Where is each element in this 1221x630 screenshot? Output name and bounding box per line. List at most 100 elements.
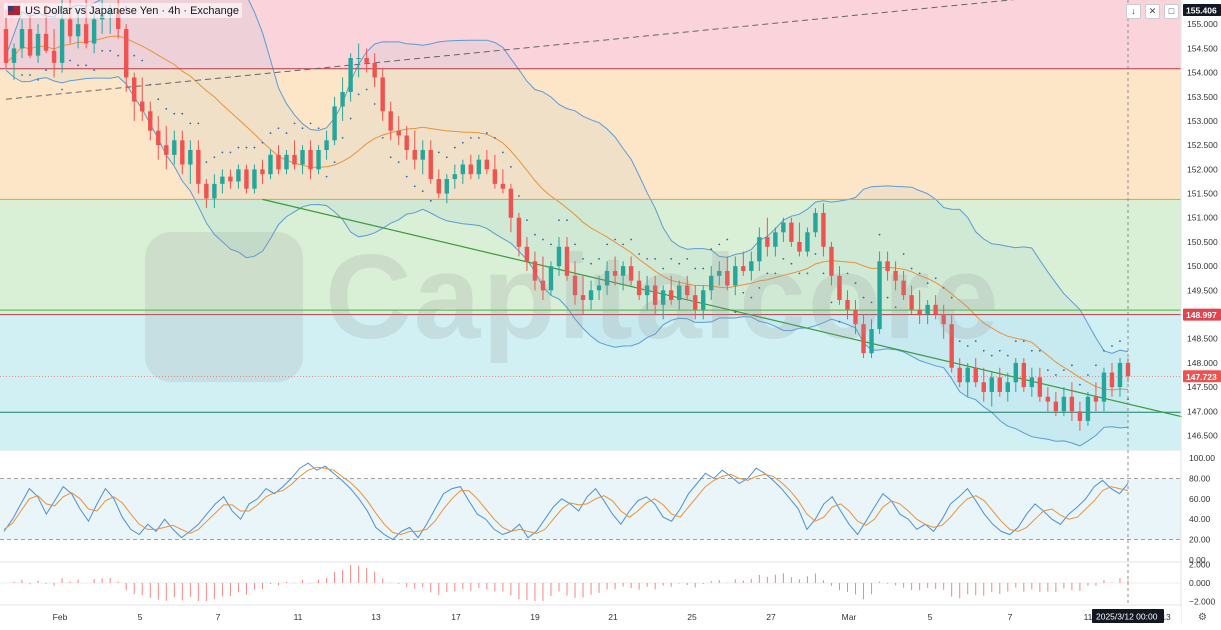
sar-dot (45, 69, 47, 72)
price-tick: 152.500 (1187, 140, 1218, 150)
candle-body (148, 111, 153, 131)
sar-dot (518, 195, 520, 197)
candle-body (380, 77, 385, 112)
sar-dot (189, 122, 192, 125)
sar-dot (726, 238, 729, 241)
sar-dot (277, 127, 280, 130)
price-tick: 153.000 (1187, 116, 1218, 126)
candle-body (668, 290, 674, 300)
sar-dot (534, 233, 536, 236)
sar-dot (93, 69, 96, 72)
sar-dot (453, 146, 456, 149)
toolbar: ↓ ✕ □ (1126, 4, 1179, 19)
symbol-header[interactable]: US Dollar vs Japanese Yen · 4h · Exchang… (4, 3, 243, 18)
sar-dot (1006, 354, 1009, 357)
candle-body (364, 58, 369, 63)
sar-dot (782, 257, 785, 260)
resistance-badge-bg (1183, 308, 1221, 321)
candle-body (340, 91, 345, 107)
time-tick: 17 (451, 612, 461, 622)
sar-dot (590, 262, 592, 265)
candle-body (396, 130, 401, 136)
sar-dot (397, 161, 400, 163)
candle-body (1069, 396, 1075, 412)
sar-dot (197, 122, 200, 125)
top-price-badge: 155.406 (1186, 6, 1217, 16)
price-tick: 150.000 (1187, 261, 1218, 271)
candle-body (636, 280, 642, 296)
candle-body (19, 29, 25, 49)
collapse-icon[interactable]: ✕ (1145, 4, 1160, 19)
sar-dot (902, 253, 905, 255)
screenshot-icon[interactable]: □ (1164, 4, 1179, 19)
candle-body (300, 150, 305, 165)
sar-dot (85, 64, 88, 67)
price-tick: 153.500 (1187, 92, 1218, 102)
time-tick: Feb (53, 612, 68, 622)
sar-dot (630, 238, 633, 241)
candle-body (220, 176, 225, 184)
candle-body (628, 266, 634, 281)
candle-body (917, 309, 922, 315)
candle-body (676, 285, 682, 300)
candle-body (789, 222, 794, 242)
sar-dot (550, 243, 552, 246)
sar-dot (437, 151, 440, 154)
sar-dot (582, 257, 584, 260)
sar-dot (261, 141, 264, 144)
candle-body (813, 212, 818, 233)
sar-dot (325, 175, 328, 178)
sar-dot (309, 122, 312, 125)
sar-dot (686, 257, 689, 260)
candle-body (172, 140, 177, 155)
candle-body (164, 145, 169, 155)
candle-body (412, 150, 417, 160)
sar-dot (485, 132, 488, 134)
candle-body (204, 183, 209, 199)
time-tick: 25 (687, 612, 697, 622)
sar-dot (614, 238, 616, 241)
candle-body (508, 188, 514, 218)
candle-body (516, 217, 522, 247)
candle-body (260, 169, 265, 175)
bollinger-upper (5, 0, 1129, 354)
sar-dot (493, 137, 496, 139)
sar-dot (501, 151, 504, 154)
candle-body (27, 29, 33, 56)
macd-tick: 2.000 (1189, 560, 1211, 570)
candle-body (75, 24, 81, 37)
candle-body (797, 241, 802, 252)
candle-body (893, 270, 898, 281)
sar-dot (854, 282, 857, 284)
sar-dot (990, 354, 993, 357)
arrow-down-icon[interactable]: ↓ (1126, 4, 1141, 19)
candle-body (588, 290, 594, 300)
sar-dot (1030, 349, 1033, 352)
candle-body (476, 159, 482, 175)
stoch-tick: 80.00 (1189, 473, 1211, 483)
sar-dot (662, 267, 665, 270)
candle-body (1125, 362, 1131, 377)
candle-body (460, 164, 466, 175)
symbol-title: US Dollar vs Japanese Yen · 4h · Exchang… (25, 4, 240, 17)
price-tick: 149.500 (1187, 285, 1218, 295)
macd-tick: 0.000 (1189, 578, 1211, 588)
candle-body (853, 309, 858, 325)
candle-body (276, 154, 281, 170)
sar-dot (862, 296, 865, 299)
candle-body (404, 135, 409, 150)
candle-body (228, 176, 233, 182)
sar-dot (173, 112, 176, 115)
sar-dot (221, 151, 224, 154)
sar-dot (702, 267, 705, 270)
candle-body (332, 106, 337, 141)
sar-dot (429, 199, 432, 202)
candles-layer (3, 0, 1131, 431)
sar-dot (1119, 340, 1121, 343)
candle-body (973, 367, 978, 383)
sar-dot (1087, 374, 1089, 376)
time-tick: 11 (294, 612, 303, 622)
candle-body (308, 150, 313, 170)
sar-dot (365, 88, 368, 91)
